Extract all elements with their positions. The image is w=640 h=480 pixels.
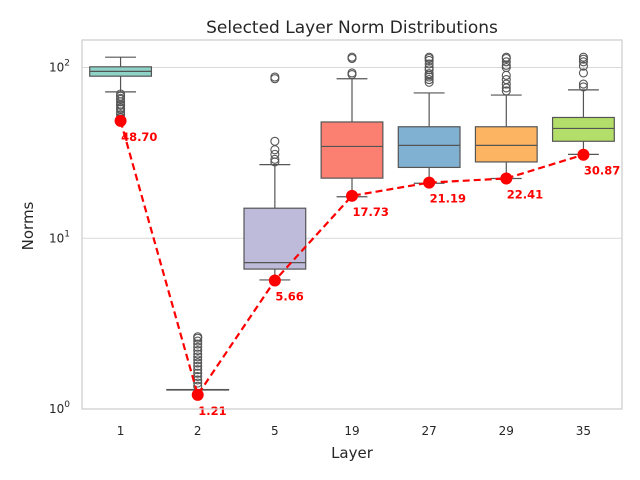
outlier-point	[116, 97, 126, 107]
x-tick-label: 1	[117, 424, 125, 438]
selected-norm-label: 22.41	[507, 187, 543, 201]
outlier-point	[501, 86, 511, 96]
box-layer-27	[397, 52, 461, 184]
box-iqr	[474, 126, 538, 163]
x-tick-labels: 1 2 5 19 27 29 35	[117, 424, 591, 438]
plot-frame	[81, 39, 623, 410]
selected-norm-marker	[346, 189, 358, 202]
outlier-point	[270, 154, 280, 164]
outlier-point	[193, 378, 203, 388]
x-tick-label: 29	[499, 424, 514, 438]
y-tick-label: 100	[49, 400, 70, 416]
outlier-point	[193, 339, 203, 349]
x-axis-label: Layer	[331, 444, 374, 462]
box-iqr	[551, 116, 615, 142]
box-layer-29	[474, 52, 538, 180]
selected-norm-label: 30.87	[584, 164, 620, 178]
outlier-point	[193, 332, 203, 342]
outlier-point	[270, 149, 280, 159]
selected-norm-marker	[114, 114, 127, 127]
outlier-point	[578, 68, 588, 78]
box-iqr	[320, 121, 384, 179]
selected-norm-label: 5.66	[275, 289, 303, 303]
outlier-point	[501, 75, 511, 85]
selected-norm-marker	[577, 148, 590, 161]
outlier-point	[578, 61, 588, 71]
selected-norm-line: 48.70 1.21 5.66 17.73 21.19 22.41 30.87	[114, 114, 620, 418]
outlier-point	[578, 82, 588, 92]
outlier-point	[578, 79, 588, 89]
selected-norm-label: 17.73	[353, 205, 389, 219]
outlier-point	[424, 69, 434, 79]
outlier-point	[270, 72, 280, 82]
outlier-point	[270, 136, 280, 146]
y-tick-labels: 100 101 102	[49, 59, 70, 416]
y-tick-label: 101	[49, 229, 70, 245]
y-tick-label: 102	[49, 59, 70, 75]
chart-title: Selected Layer Norm Distributions	[206, 18, 498, 38]
outlier-point	[347, 52, 357, 62]
selected-norm-marker	[268, 274, 281, 287]
outlier-point	[347, 68, 357, 78]
outlier-point	[424, 59, 434, 69]
x-tick-label: 27	[422, 424, 437, 438]
box-iqr	[243, 207, 307, 270]
selected-norm-label: 48.70	[121, 130, 157, 144]
outlier-point	[193, 371, 203, 382]
selected-norm-marker	[191, 388, 204, 401]
selected-norm-label: 21.19	[430, 192, 466, 206]
box-layer-19	[320, 52, 384, 198]
selected-norm-label: 1.21	[198, 404, 226, 418]
outlier-point	[501, 57, 511, 67]
outlier-point	[193, 345, 203, 356]
outlier-point	[424, 62, 434, 73]
outlier-point	[424, 52, 434, 62]
outlier-point	[193, 352, 203, 362]
x-tick-label: 5	[271, 424, 279, 438]
x-tick-label: 2	[194, 424, 202, 438]
outlier-point	[116, 100, 126, 110]
outlier-point	[193, 365, 203, 375]
outlier-point	[193, 349, 203, 359]
box-plots	[89, 52, 615, 391]
outlier-point	[193, 368, 203, 378]
x-tick-label: 35	[576, 424, 591, 438]
outlier-point	[193, 358, 203, 368]
outlier-point	[501, 62, 511, 73]
selected-norm-marker	[423, 176, 436, 189]
outlier-point	[578, 52, 588, 62]
outlier-point	[193, 361, 203, 371]
outlier-point	[424, 75, 434, 85]
outlier-point	[501, 52, 511, 62]
outlier-point	[424, 65, 434, 75]
outlier-point	[193, 355, 203, 365]
x-tick-label: 19	[344, 424, 359, 438]
outlier-point	[578, 57, 588, 67]
outlier-point	[193, 336, 203, 346]
outlier-point	[501, 79, 511, 89]
selected-norm-marker	[500, 172, 513, 185]
box-iqr	[397, 126, 461, 169]
y-axis-label: Norms	[19, 201, 37, 250]
outlier-point	[193, 342, 203, 352]
